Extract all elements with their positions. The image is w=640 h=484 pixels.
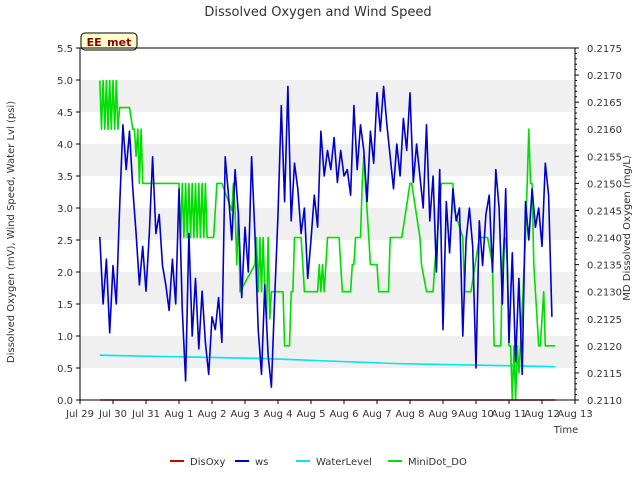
y-left-tick-label: 0.5 [57,364,73,375]
y-right-tick-label: 0.2165 [587,98,622,109]
y-axis-right-ticks: 0.2110 0.2115 0.2120 0.2125 0.2130 0.2135 0.21… [575,44,622,407]
legend-label: WaterLevel [316,457,372,468]
x-tick-label: Jul 29 [65,409,94,420]
x-tick-label: Aug 5 [296,409,325,420]
y-axis-left-ticks: 0.0 0.5 1.0 1.5 2.0 2.5 3.0 3.5 4.0 4.5 5.0 5.5 [57,44,80,407]
x-tick-label: Aug 6 [329,409,358,420]
series-line-ws [99,85,553,389]
y-right-tick-label: 0.2110 [587,396,622,407]
y-right-tick-label: 0.2155 [587,152,622,163]
y-left-tick-label: 4.0 [57,140,73,151]
y-left-tick-label: 4.5 [57,108,73,119]
chart-title: Dissolved Oxygen and Wind Speed [204,5,431,20]
y-axis-right-label: MD Dissolved Oxygen (mg/L) [622,155,633,301]
plot-frame [79,47,576,401]
series-line-minidot-do [99,79,556,401]
x-tick-label: Aug 11 [491,409,526,420]
grid-band [80,80,575,112]
y-left-tick-label: 1.0 [57,332,73,343]
x-axis-ticks: Jul 29 Jul 30 Jul 31 Aug 1 Aug 2 Aug 3 Aug 4 Au… [65,400,593,420]
x-tick-label: Aug 4 [263,409,292,420]
x-tick-label: Aug 2 [197,409,226,420]
y-right-tick-label: 0.2140 [587,234,622,245]
grid-band [80,208,575,240]
x-tick-label: Jul 31 [131,409,160,420]
x-axis-label: Time [553,425,578,436]
y-left-tick-label: 5.5 [57,44,73,55]
legend: DisOxy ws WaterLevel MiniDot_DO [170,457,467,468]
site-label-box: EE_met [80,32,138,51]
y-left-tick-label: 2.5 [57,236,73,247]
legend-label: DisOxy [190,457,225,468]
y-right-tick-label: 0.2125 [587,315,622,326]
x-tick-label: Aug 3 [230,409,259,420]
x-tick-label: Aug 10 [458,409,493,420]
y-axis-left-label: Dissolved Oxygen (mV), Wind Speed, Water… [6,101,17,363]
y-right-tick-label: 0.2135 [587,261,622,272]
plot-background-bands [80,48,575,400]
x-tick-label: Aug 12 [524,409,559,420]
y-left-tick-label: 3.0 [57,204,73,215]
series-line-waterlevel [99,354,556,368]
legend-label: ws [255,457,268,468]
y-left-tick-label: 5.0 [57,76,73,87]
grid-band [80,144,575,176]
y-left-tick-label: 1.5 [57,300,73,311]
x-tick-label: Aug 8 [395,409,424,420]
legend-label: MiniDot_DO [408,457,467,468]
y-left-tick-label: 0.0 [57,396,73,407]
y-right-tick-label: 0.2170 [587,71,622,82]
x-tick-label: Jul 30 [98,409,127,420]
x-tick-label: Aug 9 [428,409,457,420]
y-left-tick-label: 3.5 [57,172,73,183]
y-left-tick-label: 2.0 [57,268,73,279]
site-label: EE_met [87,36,132,49]
y-right-tick-label: 0.2120 [587,342,622,353]
y-right-tick-label: 0.2150 [587,179,622,190]
x-tick-label: Aug 13 [557,409,592,420]
x-tick-label: Aug 7 [362,409,391,420]
y-right-tick-label: 0.2145 [587,206,622,217]
grid-band [80,336,575,368]
y-right-tick-label: 0.2130 [587,288,622,299]
y-right-tick-label: 0.2160 [587,125,622,136]
y-right-tick-label: 0.2175 [587,44,622,55]
y-right-tick-label: 0.2115 [587,369,622,380]
x-tick-label: Aug 1 [164,409,193,420]
